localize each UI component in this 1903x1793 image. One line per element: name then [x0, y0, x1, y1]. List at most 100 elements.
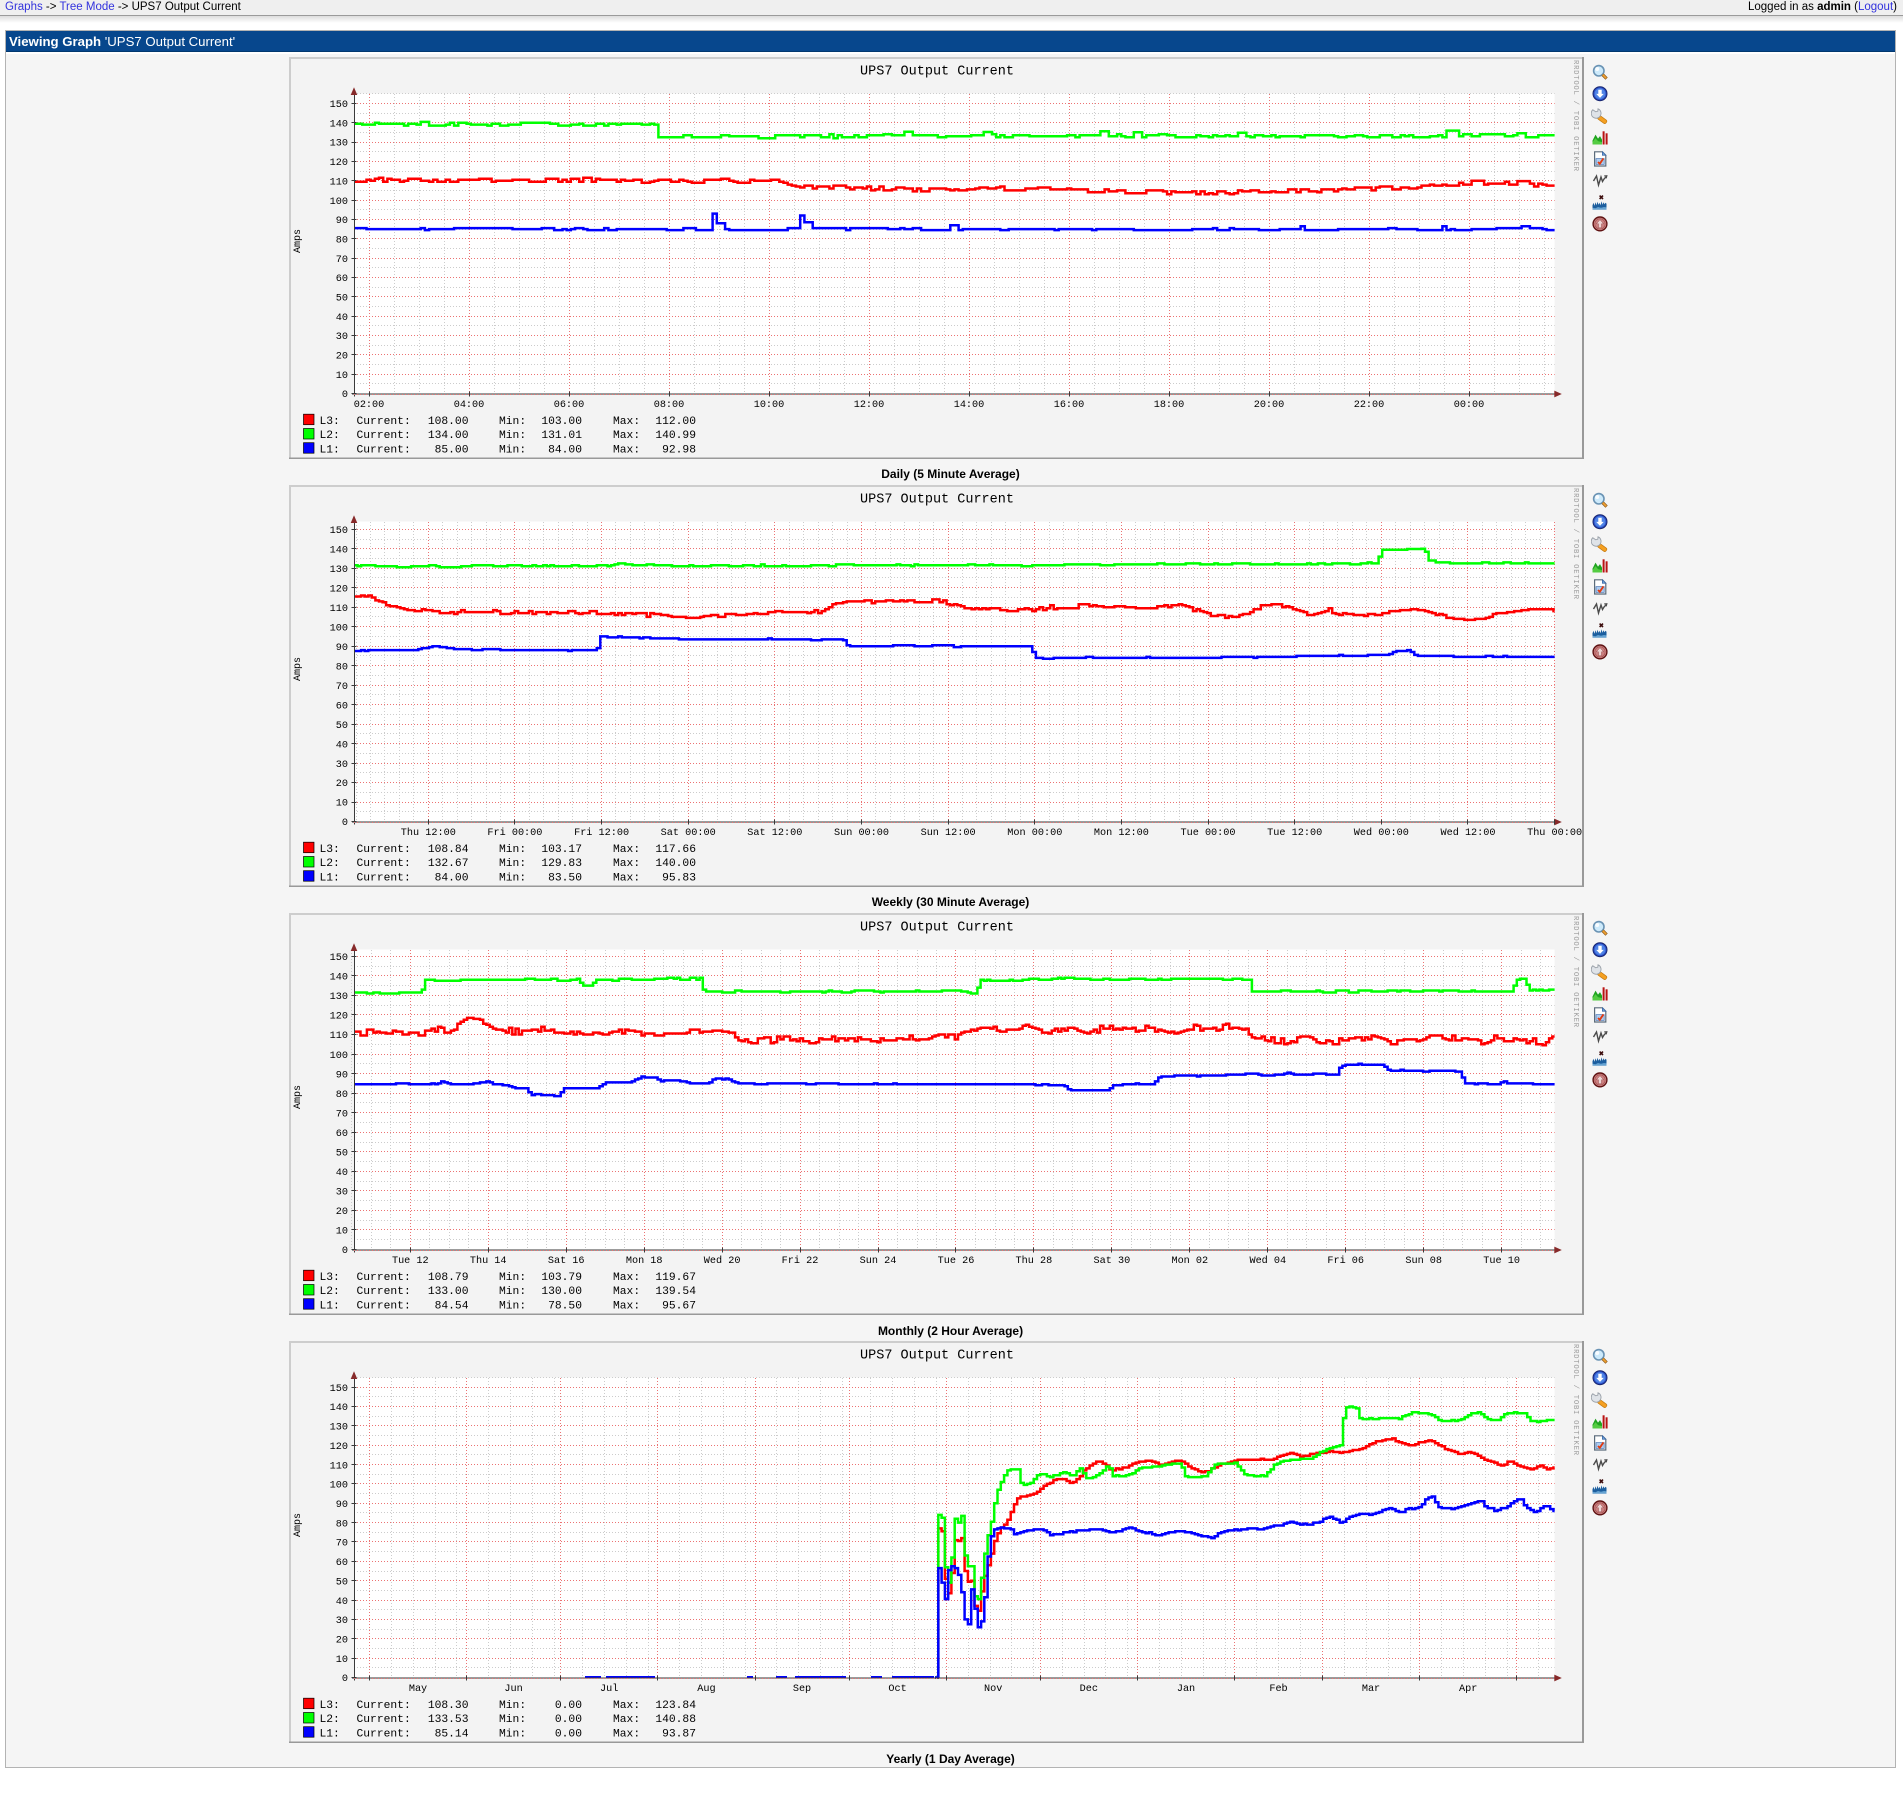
svg-text:40: 40	[336, 1597, 348, 1608]
svg-text:140: 140	[330, 1403, 348, 1414]
svg-text:Current:: Current:	[357, 430, 411, 442]
svg-text:L2:: L2:	[320, 1714, 340, 1726]
svg-text:130.00: 130.00	[541, 1286, 582, 1298]
svg-text:Max:: Max:	[613, 858, 640, 870]
svg-text:132.67: 132.67	[428, 858, 469, 870]
svg-text:140: 140	[330, 973, 348, 984]
svg-text:131.01: 131.01	[541, 430, 582, 442]
svg-text:40: 40	[336, 1168, 348, 1179]
svg-text:0: 0	[342, 1246, 348, 1257]
svg-text:Current:: Current:	[357, 1729, 411, 1741]
svg-text:Min:: Min:	[499, 1301, 526, 1313]
svg-text:117.66: 117.66	[655, 843, 696, 855]
svg-text:30: 30	[336, 1616, 348, 1627]
svg-text:95.67: 95.67	[662, 1301, 696, 1313]
svg-text:84.54: 84.54	[435, 1301, 469, 1313]
svg-text:95.83: 95.83	[662, 872, 696, 884]
svg-text:90: 90	[336, 642, 348, 653]
svg-text:100: 100	[330, 197, 348, 208]
svg-text:Sun 08: Sun 08	[1405, 1256, 1442, 1267]
svg-text:L1:: L1:	[320, 1729, 340, 1741]
svg-text:120: 120	[330, 584, 348, 595]
svg-text:Jun: Jun	[504, 1684, 522, 1695]
svg-text:04:00: 04:00	[454, 400, 485, 411]
svg-text:Tue 12:00: Tue 12:00	[1267, 827, 1322, 838]
svg-text:Mar: Mar	[1362, 1684, 1380, 1695]
svg-text:80: 80	[336, 1520, 348, 1531]
svg-text:Max:: Max:	[613, 1700, 640, 1712]
svg-text:Sep: Sep	[793, 1684, 811, 1695]
svg-text:130: 130	[330, 139, 348, 150]
svg-text:02:00: 02:00	[354, 400, 385, 411]
svg-text:92.98: 92.98	[662, 444, 696, 456]
svg-text:93.87: 93.87	[662, 1729, 696, 1741]
svg-text:Min:: Min:	[499, 1729, 526, 1741]
svg-text:UPS7 Output Current: UPS7 Output Current	[860, 492, 1014, 507]
svg-text:Sat 00:00: Sat 00:00	[661, 827, 716, 838]
svg-text:50: 50	[336, 720, 348, 731]
svg-text:Thu 00:00: Thu 00:00	[1527, 826, 1582, 838]
svg-text:Nov: Nov	[984, 1684, 1002, 1695]
svg-text:108.00: 108.00	[428, 416, 469, 428]
svg-text:78.50: 78.50	[548, 1301, 582, 1313]
svg-text:108.84: 108.84	[428, 843, 469, 855]
svg-text:Amps: Amps	[293, 1085, 304, 1109]
svg-text:Thu 28: Thu 28	[1016, 1255, 1053, 1267]
svg-text:Min:: Min:	[499, 872, 526, 884]
svg-text:20:00: 20:00	[1254, 400, 1285, 411]
svg-text:150: 150	[330, 1384, 348, 1395]
svg-text:30: 30	[336, 1188, 348, 1199]
svg-text:Min:: Min:	[499, 1286, 526, 1298]
svg-text:140.88: 140.88	[655, 1714, 696, 1726]
svg-text:130: 130	[330, 992, 348, 1003]
svg-text:Min:: Min:	[499, 1700, 526, 1712]
svg-text:00:00: 00:00	[1454, 400, 1485, 411]
svg-text:30: 30	[336, 759, 348, 770]
svg-text:L2:: L2:	[320, 858, 340, 870]
svg-text:100: 100	[330, 623, 348, 634]
svg-text:Max:: Max:	[613, 430, 640, 442]
svg-text:133.00: 133.00	[428, 1286, 469, 1298]
svg-text:150: 150	[330, 526, 348, 537]
svg-text:50: 50	[336, 293, 348, 304]
svg-text:Tue 26: Tue 26	[938, 1256, 975, 1267]
svg-text:110: 110	[330, 603, 348, 614]
svg-text:Min:: Min:	[499, 843, 526, 855]
svg-text:50: 50	[336, 1149, 348, 1160]
svg-text:06:00: 06:00	[554, 400, 585, 411]
svg-text:10: 10	[336, 371, 348, 382]
svg-text:60: 60	[336, 274, 348, 285]
svg-text:112.00: 112.00	[655, 416, 696, 428]
svg-text:103.79: 103.79	[541, 1272, 582, 1284]
svg-text:80: 80	[336, 662, 348, 673]
svg-text:Wed 12:00: Wed 12:00	[1440, 826, 1495, 838]
svg-text:120: 120	[330, 158, 348, 169]
svg-text:103.00: 103.00	[541, 416, 582, 428]
svg-text:Wed 04: Wed 04	[1249, 1255, 1286, 1267]
svg-text:Max:: Max:	[613, 1729, 640, 1741]
svg-text:Sat 30: Sat 30	[1094, 1256, 1131, 1267]
svg-text:08:00: 08:00	[654, 400, 685, 411]
svg-text:Current:: Current:	[357, 1714, 411, 1726]
svg-text:108.79: 108.79	[428, 1272, 469, 1284]
svg-text:Mon 12:00: Mon 12:00	[1094, 827, 1149, 838]
svg-text:84.00: 84.00	[548, 444, 582, 456]
svg-text:May: May	[409, 1684, 427, 1695]
svg-text:100: 100	[330, 1481, 348, 1492]
svg-text:Sun 12:00: Sun 12:00	[921, 827, 976, 838]
svg-text:30: 30	[336, 332, 348, 343]
svg-text:L1:: L1:	[320, 872, 340, 884]
svg-text:0.00: 0.00	[555, 1714, 582, 1726]
svg-text:140: 140	[330, 545, 348, 556]
svg-text:Sat 12:00: Sat 12:00	[747, 827, 802, 838]
svg-text:Current:: Current:	[357, 843, 411, 855]
svg-text:85.00: 85.00	[435, 444, 469, 456]
svg-text:20: 20	[336, 1636, 348, 1647]
svg-text:129.83: 129.83	[541, 858, 582, 870]
svg-text:Current:: Current:	[357, 1272, 411, 1284]
svg-text:Oct: Oct	[888, 1684, 906, 1695]
svg-text:0: 0	[342, 390, 348, 401]
svg-text:Amps: Amps	[293, 656, 304, 680]
svg-text:90: 90	[336, 216, 348, 227]
svg-text:Amps: Amps	[293, 1513, 304, 1537]
